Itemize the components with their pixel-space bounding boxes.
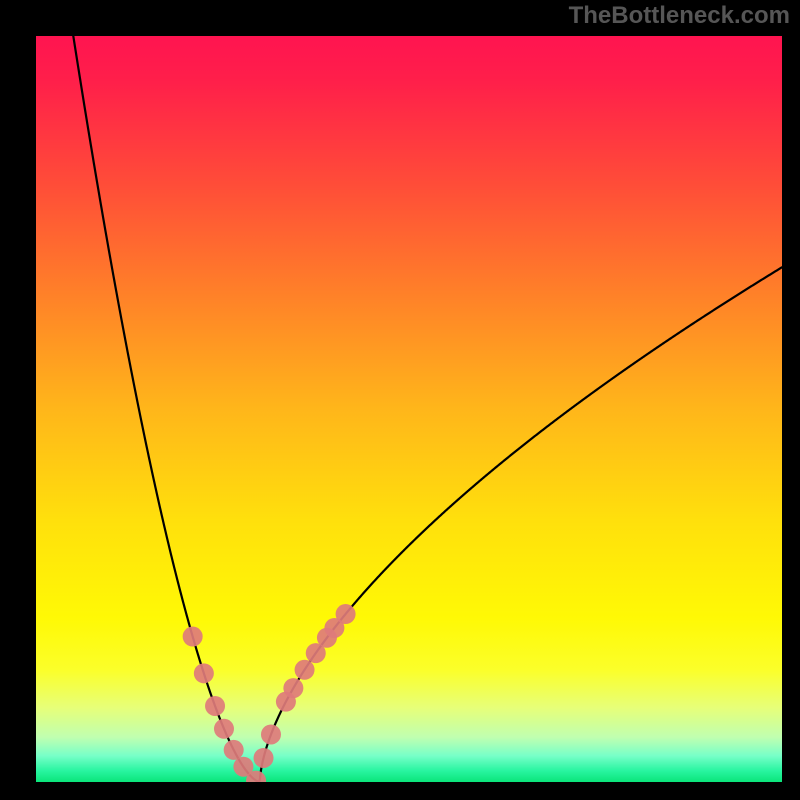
data-marker (214, 719, 234, 739)
data-marker (205, 696, 225, 716)
data-marker (283, 678, 303, 698)
chart-outer-frame: TheBottleneck.com (0, 0, 800, 800)
data-marker (254, 748, 274, 768)
data-marker (183, 627, 203, 647)
data-marker (261, 724, 281, 744)
data-marker (295, 660, 315, 680)
data-marker (224, 740, 244, 760)
chart-background (36, 36, 782, 782)
chart-plot (36, 36, 782, 782)
watermark-text: TheBottleneck.com (569, 2, 790, 30)
data-marker (336, 604, 356, 624)
data-marker (194, 663, 214, 683)
